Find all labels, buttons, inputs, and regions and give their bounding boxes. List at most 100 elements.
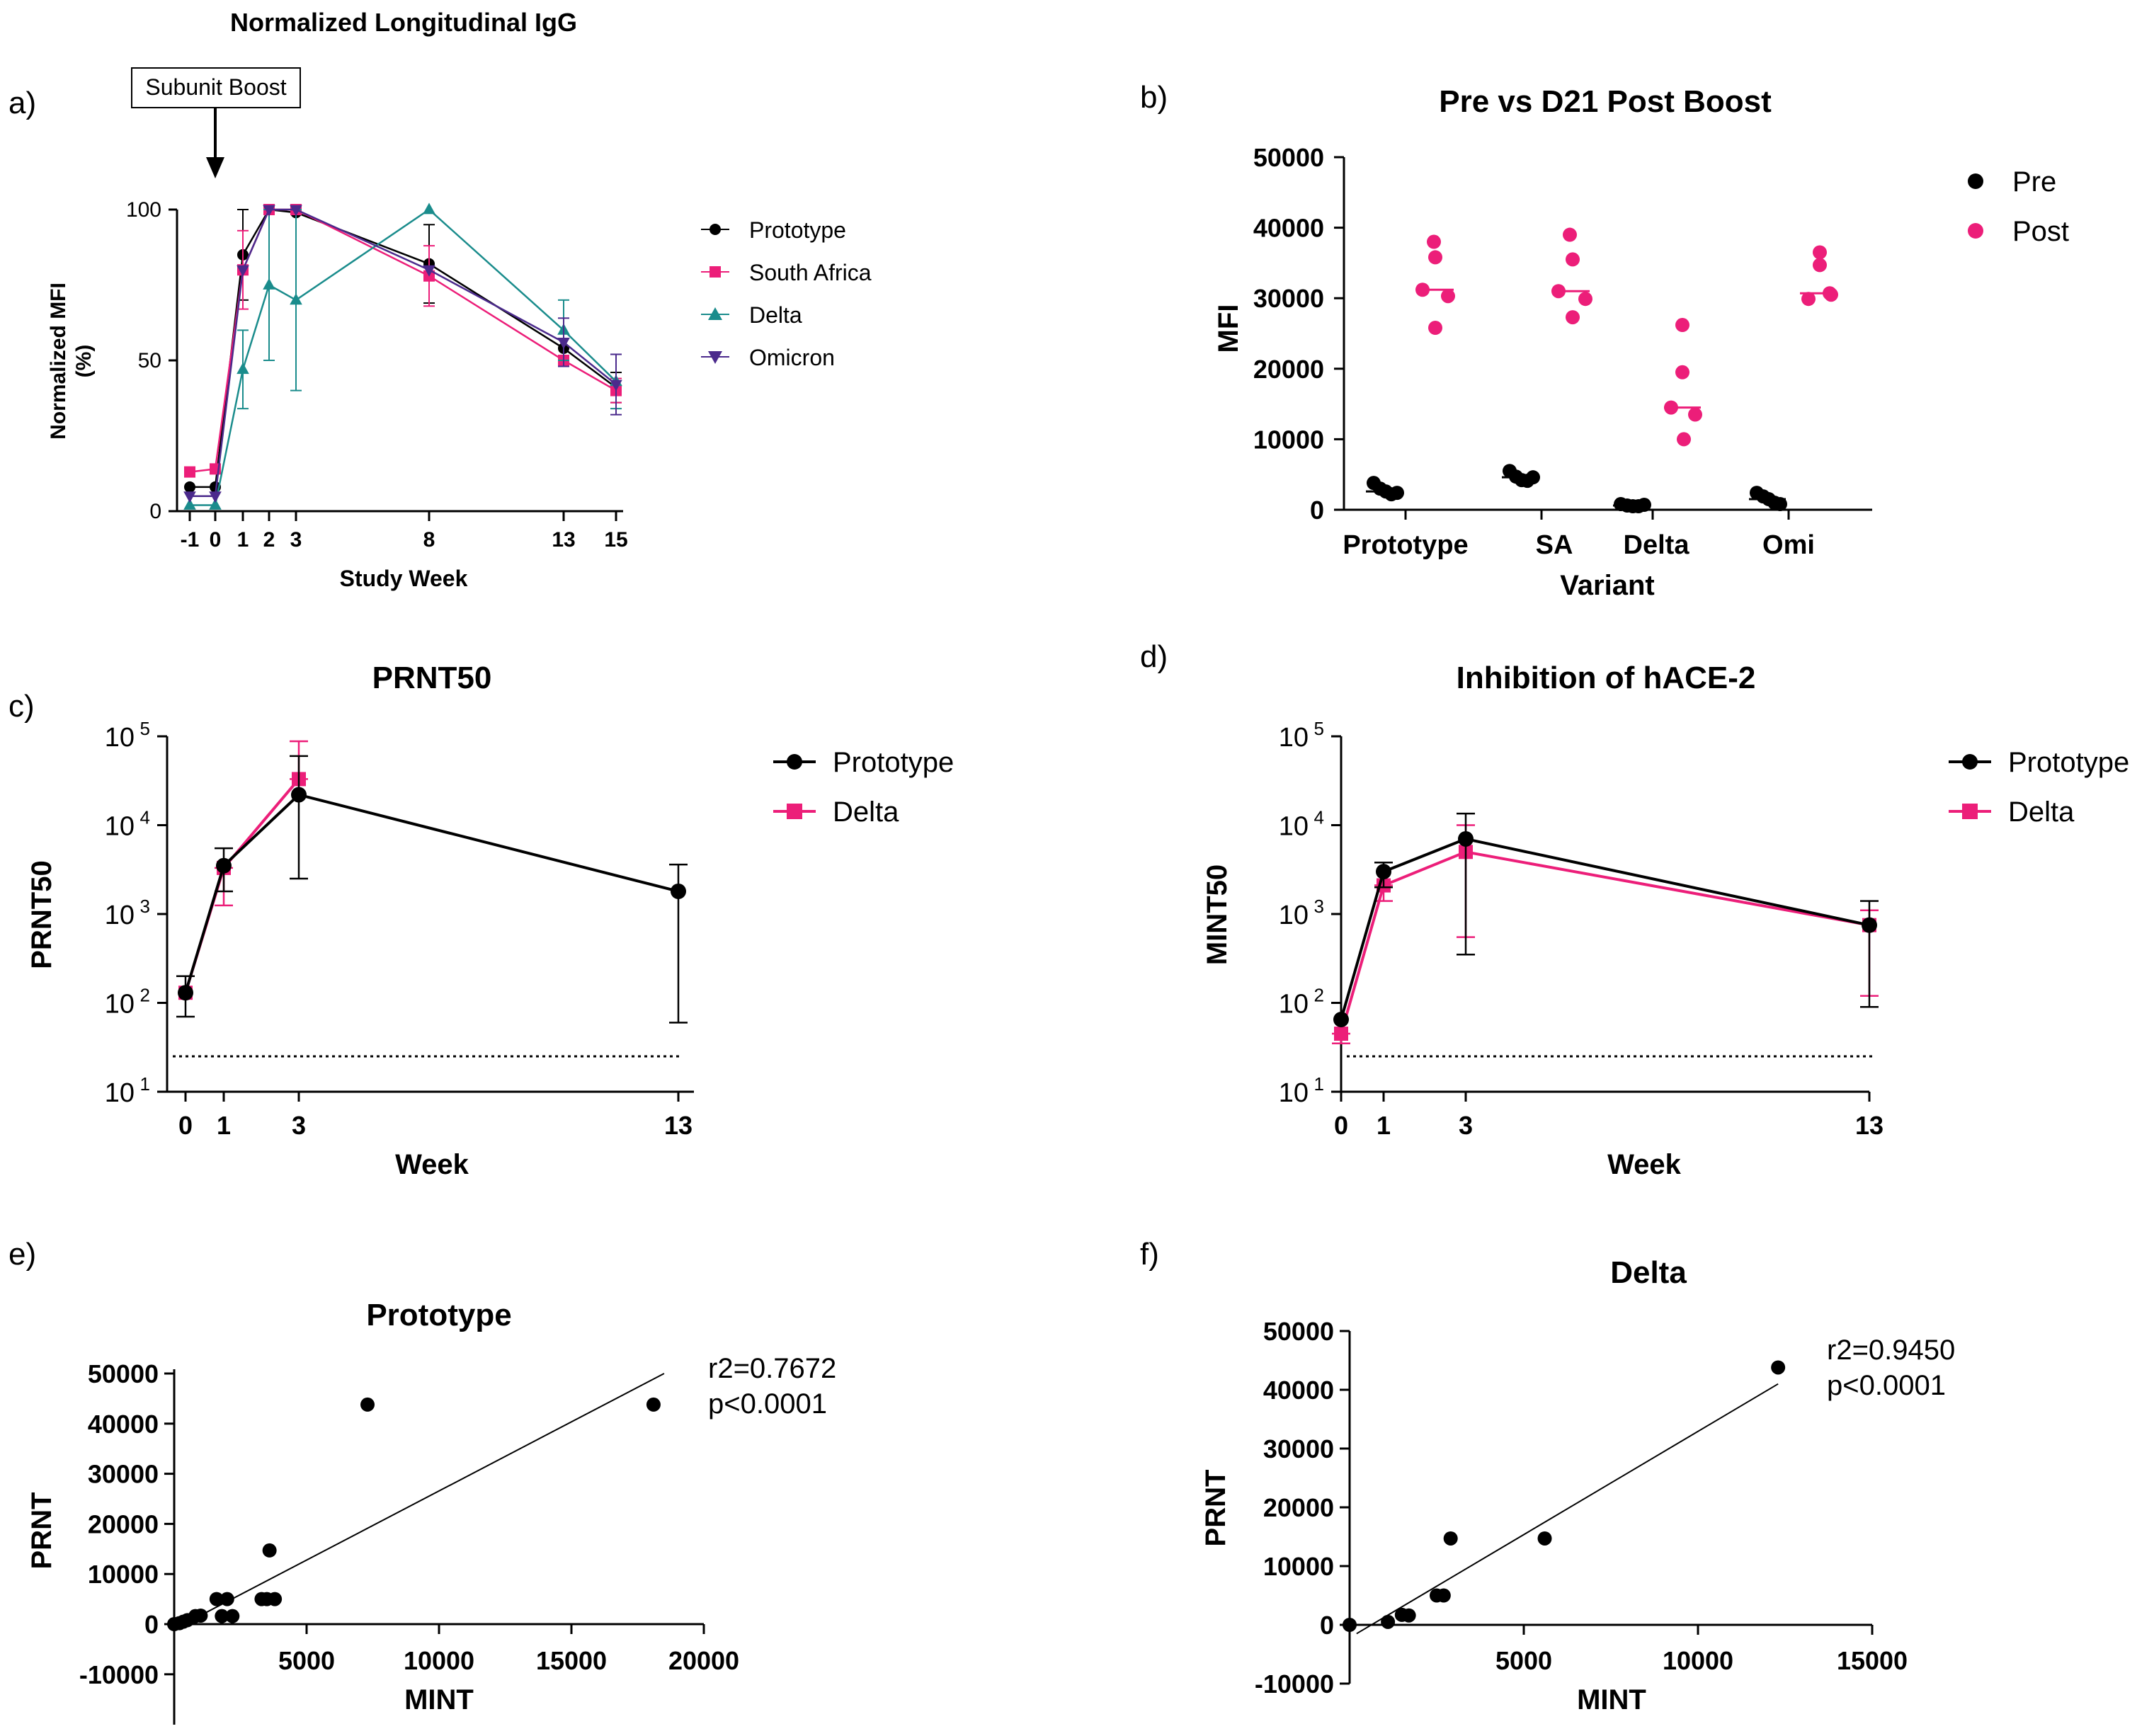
data-point bbox=[1390, 486, 1404, 501]
legend-prototype: Prototype bbox=[701, 217, 846, 243]
data-point bbox=[360, 1397, 375, 1412]
data-point bbox=[1376, 864, 1391, 880]
data-point bbox=[183, 498, 196, 510]
data-point bbox=[1428, 321, 1442, 336]
panel-a-ylabel-line1: Normalized MFI bbox=[47, 282, 70, 440]
panel-e-plot bbox=[167, 1373, 665, 1631]
data-point bbox=[646, 1397, 661, 1412]
legend-omicron-label: Omicron bbox=[749, 345, 835, 370]
y-tick-label: 50000 bbox=[1263, 1317, 1334, 1346]
legend-c-delta: Delta bbox=[773, 796, 899, 828]
panel-f-x-ticks: 5000 10000 15000 bbox=[1495, 1625, 1908, 1675]
data-point bbox=[290, 293, 302, 305]
data-point bbox=[184, 466, 195, 478]
y-tick-label: 0 bbox=[149, 500, 161, 523]
y-tick-label: 10 bbox=[105, 812, 135, 842]
y-tick-label: 50000 bbox=[88, 1359, 159, 1388]
legend-south-africa-label: South Africa bbox=[749, 260, 872, 285]
data-point bbox=[263, 278, 275, 290]
y-tick-exponent: 1 bbox=[1314, 1073, 1324, 1095]
panel-c-legend: Prototype Delta bbox=[773, 747, 954, 828]
y-tick-label: 30000 bbox=[1263, 1434, 1334, 1463]
x-tick-label: Prototype bbox=[1343, 530, 1468, 560]
x-tick-label: 15000 bbox=[536, 1646, 607, 1675]
x-tick-label: 0 bbox=[1334, 1111, 1348, 1140]
series-delta bbox=[1332, 824, 1879, 1044]
panel-e-x-ticks: 5000 10000 15000 20000 bbox=[278, 1624, 739, 1675]
panel-b-title: Pre vs D21 Post Boost bbox=[1439, 84, 1772, 119]
panel-d-xlabel: Week bbox=[1607, 1149, 1682, 1180]
x-tick-label: 2 bbox=[263, 528, 275, 552]
legend-delta: Delta bbox=[701, 302, 802, 328]
data-point bbox=[1675, 365, 1689, 379]
y-tick-label: 20000 bbox=[1253, 355, 1324, 384]
regression-line bbox=[173, 1373, 665, 1630]
data-point bbox=[1334, 1027, 1348, 1041]
data-point bbox=[209, 491, 222, 503]
panel-a-legend: Prototype South Africa Delta Omicron bbox=[701, 217, 872, 370]
data-point bbox=[178, 985, 193, 1001]
y-tick-label: 10 bbox=[105, 723, 135, 753]
panel-a-xlabel: Study Week bbox=[340, 566, 468, 591]
subunit-boost-box bbox=[131, 67, 301, 108]
panel-b: b) Pre vs D21 Post Boost 0 10000 20000 3000… bbox=[1140, 80, 2069, 601]
data-point bbox=[237, 362, 249, 375]
y-tick-label: 10 bbox=[1279, 723, 1309, 753]
subunit-boost-annotation: Subunit Boost bbox=[145, 74, 286, 100]
panel-e-ylabel: PRNT bbox=[26, 1492, 57, 1570]
y-tick-exponent: 2 bbox=[140, 985, 150, 1006]
data-point bbox=[1537, 1531, 1552, 1546]
data-point bbox=[1381, 1614, 1396, 1629]
panel-c-title: PRNT50 bbox=[372, 661, 492, 695]
data-point bbox=[1551, 284, 1566, 299]
x-tick-label: 13 bbox=[664, 1111, 693, 1140]
data-point bbox=[1813, 245, 1827, 260]
panel-b-label: b) bbox=[1140, 80, 1168, 115]
y-tick-label: 10 bbox=[1279, 812, 1309, 842]
series-omicron bbox=[183, 205, 622, 503]
y-tick-exponent: 3 bbox=[140, 896, 150, 917]
x-tick-label: 1 bbox=[237, 528, 249, 552]
panel-b-y-ticks: 0 10000 20000 30000 40000 50000 bbox=[1253, 143, 1344, 525]
panel-a-title: Normalized Longitudinal IgG bbox=[230, 8, 577, 37]
y-tick-label: 40000 bbox=[88, 1410, 159, 1439]
y-tick-label: 0 bbox=[1310, 496, 1324, 525]
panel-b-plot bbox=[1366, 227, 1838, 514]
series-line bbox=[184, 793, 679, 993]
panel-f-y-ticks: -10000 0 10000 20000 30000 40000 50000 bbox=[1255, 1317, 1350, 1698]
legend-prototype-label: Prototype bbox=[749, 217, 846, 243]
panel-f-ylabel: PRNT bbox=[1200, 1470, 1231, 1547]
x-tick-label: 10000 bbox=[1663, 1646, 1733, 1675]
data-point bbox=[1458, 830, 1474, 847]
y-tick-label: 10 bbox=[1279, 901, 1309, 930]
panel-c-ylabel: PRNT50 bbox=[26, 860, 57, 969]
y-tick-label: 10 bbox=[105, 1078, 135, 1108]
data-point bbox=[1801, 292, 1816, 307]
legend-d-delta: Delta bbox=[1949, 796, 2075, 828]
x-tick-label: 13 bbox=[1855, 1111, 1884, 1140]
data-point bbox=[1415, 282, 1430, 297]
x-tick-label: -1 bbox=[181, 528, 200, 552]
x-tick-label: 1 bbox=[217, 1111, 231, 1140]
data-point bbox=[1813, 258, 1827, 273]
data-point bbox=[423, 202, 435, 215]
data-point bbox=[1443, 1531, 1458, 1546]
data-point bbox=[209, 1592, 224, 1606]
data-point bbox=[1771, 1360, 1786, 1375]
data-point bbox=[1441, 289, 1455, 304]
data-point bbox=[1333, 1011, 1349, 1027]
legend-d-delta-label: Delta bbox=[2008, 796, 2075, 828]
data-point bbox=[1343, 1618, 1357, 1632]
x-tick-label: 13 bbox=[552, 528, 575, 552]
panel-e-label: e) bbox=[8, 1237, 36, 1272]
legend-south-africa: South Africa bbox=[701, 260, 872, 285]
legend-d-prototype: Prototype bbox=[1949, 747, 2129, 778]
boost-arrow-head bbox=[206, 157, 224, 178]
panel-f-xlabel: MINT bbox=[1577, 1684, 1646, 1715]
data-point bbox=[1401, 1608, 1416, 1623]
data-point bbox=[184, 481, 195, 493]
y-tick-exponent: 4 bbox=[1314, 807, 1324, 828]
data-point bbox=[215, 1609, 229, 1623]
